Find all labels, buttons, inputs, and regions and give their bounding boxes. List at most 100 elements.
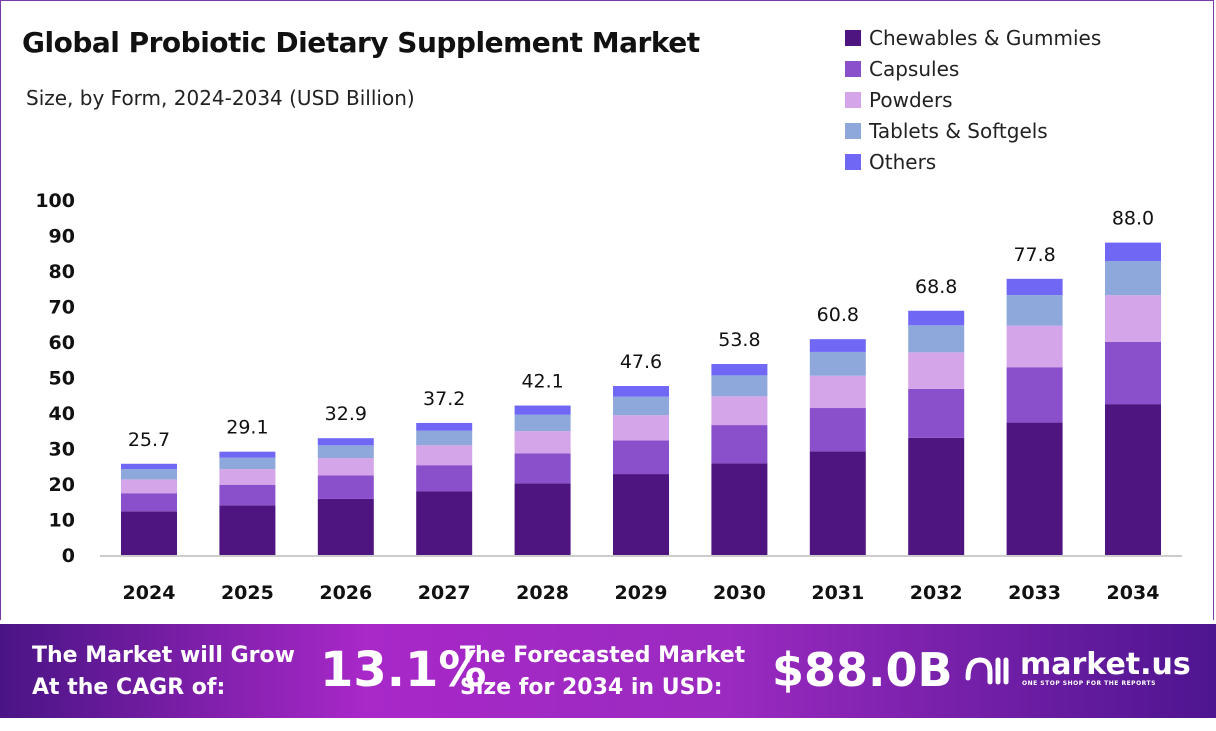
forecast-value: $88.0B (772, 643, 953, 697)
bar-segment-tablets-softgels (1006, 295, 1063, 326)
bar-segment-others (1105, 242, 1161, 262)
bar-segment-others (219, 451, 276, 458)
bar-segment-chewables-gummies (317, 498, 374, 555)
y-tick-label: 80 (49, 261, 75, 283)
legend-swatch (845, 29, 861, 46)
bar-segment-powders (219, 469, 276, 485)
total-label: 37.2 (423, 388, 465, 410)
total-label: 53.8 (718, 329, 760, 351)
y-tick-label: 30 (49, 439, 75, 461)
x-tick-label: 2033 (1008, 582, 1061, 604)
legend-swatch (845, 122, 861, 139)
y-tick-label: 50 (49, 368, 75, 390)
bar-segment-powders (121, 479, 177, 494)
bar-segment-capsules (1105, 342, 1161, 405)
y-tick-label: 70 (49, 297, 75, 319)
bar-segment-tablets-softgels (514, 414, 571, 432)
bar-segment-chewables-gummies (219, 505, 276, 555)
bar-segment-powders (317, 458, 374, 476)
bar-segment-capsules (711, 425, 768, 464)
total-label: 25.7 (128, 429, 170, 451)
y-tick-label: 100 (35, 190, 75, 212)
y-tick-label: 60 (49, 332, 75, 354)
bar-segment-others (416, 422, 473, 431)
x-tick-label: 2030 (713, 582, 766, 604)
bar-segment-tablets-softgels (809, 351, 866, 376)
bar-segment-chewables-gummies (1105, 404, 1161, 555)
bar-segment-chewables-gummies (908, 437, 965, 555)
forecast-label: The Forecasted Market Size for 2034 in US… (460, 643, 746, 700)
bar-segment-chewables-gummies (613, 474, 669, 555)
bar-segment-powders (1006, 325, 1063, 368)
legend-swatch (845, 91, 861, 108)
bar-segment-others (121, 463, 177, 470)
bar-segment-tablets-softgels (908, 325, 965, 353)
x-tick-label: 2032 (910, 582, 963, 604)
total-label: 68.8 (915, 276, 957, 298)
legend-label: Capsules (869, 56, 960, 81)
x-tick-label: 2025 (221, 582, 274, 604)
cagr-value: 13.1% (320, 642, 487, 698)
bar-chart: 010203040506070809010025.7202429.1202532… (35, 190, 1182, 604)
total-label: 47.6 (620, 351, 662, 373)
bar-segment-chewables-gummies (416, 491, 473, 555)
bar-segment-others (809, 339, 866, 352)
bar-segment-others (514, 405, 571, 415)
bar-segment-capsules (514, 453, 571, 484)
cagr-label: The Market will Grow At the CAGR of: (32, 643, 295, 700)
legend-item-tablets: Tablets & Softgels (845, 115, 1101, 146)
total-label: 42.1 (521, 371, 563, 393)
legend-label: Others (869, 149, 937, 174)
bar-segment-tablets-softgels (1105, 261, 1161, 296)
bar-segment-others (711, 364, 768, 376)
bar-segment-powders (613, 415, 669, 441)
summary-banner: The Market will Grow At the CAGR of: 13.1… (0, 624, 1216, 718)
logo-icon (965, 656, 1009, 684)
legend-item-others: Others (845, 146, 1101, 177)
x-tick-label: 2028 (516, 582, 569, 604)
bar-segment-tablets-softgels (317, 445, 374, 459)
bar-segment-others (908, 310, 965, 326)
x-tick-label: 2029 (615, 582, 668, 604)
total-label: 88.0 (1112, 208, 1154, 230)
y-tick-label: 20 (49, 474, 75, 496)
bar-segment-capsules (1006, 367, 1063, 423)
bar-segment-chewables-gummies (809, 451, 866, 555)
bar-segment-tablets-softgels (711, 375, 768, 397)
legend-item-powders: Powders (845, 84, 1101, 115)
legend-label: Chewables & Gummies (869, 25, 1102, 50)
legend-label: Tablets & Softgels (869, 118, 1048, 143)
legend: Chewables & Gummies Capsules Powders Tab… (845, 22, 1101, 177)
bar-segment-chewables-gummies (711, 463, 768, 555)
legend-swatch (845, 153, 861, 170)
bar-segment-capsules (809, 408, 866, 452)
bar-segment-capsules (613, 440, 669, 475)
x-tick-label: 2027 (418, 582, 471, 604)
bar-segment-others (1006, 278, 1063, 296)
bar-segment-tablets-softgels (613, 396, 669, 416)
bar-segment-chewables-gummies (514, 483, 571, 555)
bar-segment-tablets-softgels (219, 457, 276, 470)
total-label: 60.8 (817, 304, 859, 326)
y-tick-label: 10 (49, 510, 75, 532)
legend-item-chewables: Chewables & Gummies (845, 22, 1101, 53)
bar-segment-others (613, 386, 669, 397)
bar-segment-tablets-softgels (121, 469, 177, 480)
bar-segment-powders (809, 375, 866, 409)
chart-frame (0, 0, 1214, 620)
total-label: 32.9 (325, 403, 367, 425)
bar-segment-powders (711, 396, 768, 426)
legend-label: Powders (869, 87, 953, 112)
y-tick-label: 40 (49, 403, 75, 425)
y-tick-label: 90 (49, 226, 75, 248)
bar-segment-capsules (908, 388, 965, 438)
total-label: 77.8 (1013, 244, 1055, 266)
bar-segment-others (317, 438, 374, 446)
market-us-logo: market.us ONE STOP SHOP FOR THE REPORTS (962, 650, 1191, 687)
legend-item-capsules: Capsules (845, 53, 1101, 84)
bar-segment-chewables-gummies (1006, 422, 1063, 555)
bar-segment-powders (908, 352, 965, 389)
bar-segment-capsules (121, 493, 177, 512)
x-tick-label: 2024 (123, 582, 176, 604)
bar-segment-powders (514, 431, 571, 454)
